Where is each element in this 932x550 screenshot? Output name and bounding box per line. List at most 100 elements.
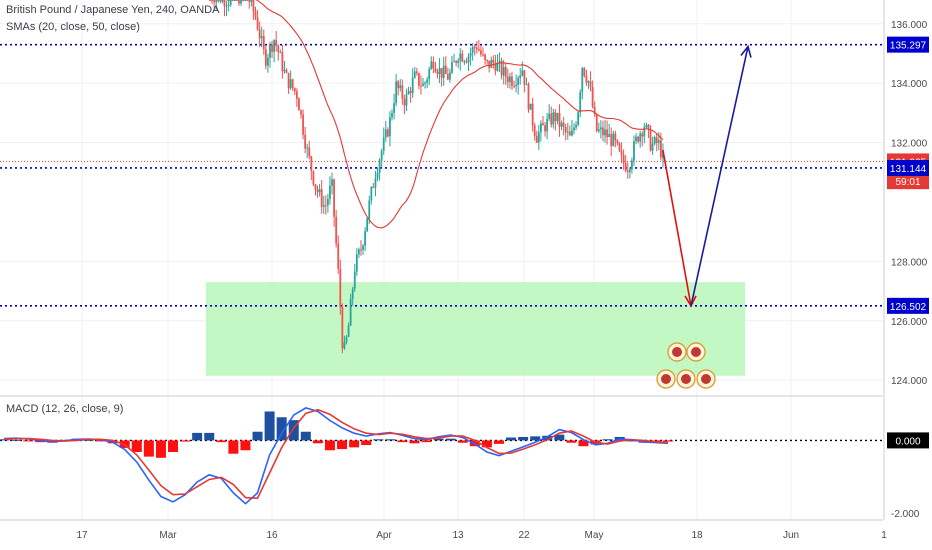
candle-body (492, 59, 495, 63)
candle-body (347, 325, 350, 337)
candle-body (264, 49, 267, 66)
macd-histogram-bar (11, 439, 22, 441)
candle-body (256, 17, 259, 30)
candle-body (308, 147, 311, 157)
candle-body (285, 69, 288, 73)
price-level-label: 126.502 (890, 302, 927, 313)
candle-body (403, 98, 406, 106)
macd-histogram-bar (312, 440, 323, 444)
candle-body (213, 0, 216, 3)
candle-body (231, 0, 234, 1)
candle-body (337, 243, 340, 269)
x-tick-label: 22 (518, 530, 530, 541)
candle-body (252, 0, 255, 12)
macd-histogram-bar (168, 440, 179, 452)
candle-body (436, 71, 439, 75)
candle-body (225, 5, 228, 7)
candle-body (651, 143, 654, 151)
candle-body (473, 46, 476, 48)
candle-body (620, 150, 623, 155)
candle-body (384, 129, 387, 138)
x-tick-label: 18 (691, 530, 703, 541)
candle-body (579, 92, 582, 113)
candle-body (589, 81, 592, 88)
candle-body (389, 117, 391, 137)
candle-body (246, 0, 249, 1)
candle-body (397, 81, 400, 89)
candle-body (233, 0, 236, 1)
macd-histogram-bar (300, 431, 311, 441)
macd-histogram-bar (216, 440, 227, 443)
sma-indicator-label[interactable]: SMAs (20, close, 50, close) (6, 21, 140, 33)
macd-histogram-bar (204, 432, 215, 441)
candle-body (442, 65, 445, 78)
candle-body (349, 298, 352, 326)
candle-body (626, 170, 629, 172)
candle-body (211, 0, 213, 1)
macd-histogram-bar (373, 439, 384, 441)
candle-body (391, 112, 393, 118)
macd-histogram-bar (445, 438, 456, 441)
macd-value-badge (887, 432, 929, 449)
candle-body (490, 59, 493, 68)
candle-body (227, 5, 230, 7)
candle-body (535, 135, 538, 143)
candle-body (581, 67, 584, 93)
macd-histogram-bar (457, 440, 468, 443)
candle-body (329, 185, 331, 199)
candle-body (293, 88, 296, 92)
macd-histogram-bar (180, 440, 191, 442)
macd-histogram-bar (35, 440, 46, 443)
flag-emblem-icon (701, 374, 711, 384)
candle-body (306, 147, 309, 149)
candle-body (459, 53, 462, 61)
macd-histogram-bar (192, 432, 203, 441)
candle-body (430, 61, 433, 69)
y-tick-label: 128.000 (891, 257, 928, 268)
candle-body (440, 68, 443, 78)
candle-body (407, 90, 410, 95)
candle-body (269, 44, 271, 58)
candle-body (242, 0, 244, 1)
candle-body (395, 81, 398, 104)
projection-arrow-down (662, 149, 692, 307)
candle-body (461, 53, 464, 62)
price-level-badge (887, 297, 929, 314)
x-tick-label: 1 (881, 530, 887, 541)
chart-title: British Pound / Japanese Yen, 240, OANDA (6, 4, 220, 16)
candle-body (480, 50, 482, 55)
candle-body (248, 0, 251, 3)
candle-body (583, 67, 586, 76)
candle-body (275, 40, 278, 46)
candle-body (550, 113, 553, 125)
macd-histogram-bar (578, 440, 589, 447)
candle-body (267, 57, 269, 66)
candle-body (304, 134, 307, 149)
candle-body (310, 156, 313, 172)
candle-body (314, 184, 317, 190)
candle-body (453, 61, 455, 63)
macd-histogram-bar (324, 440, 335, 451)
candle-body (519, 75, 522, 79)
candle-body (575, 124, 577, 128)
candle-body (283, 69, 286, 72)
candle-body (434, 68, 437, 72)
candle-body (449, 72, 451, 80)
macd-histogram-bar (252, 431, 263, 441)
macd-indicator-label[interactable]: MACD (12, 26, close, 9) (6, 403, 124, 415)
candle-body (322, 205, 325, 207)
candle-body (486, 60, 489, 62)
candle-body (279, 52, 282, 54)
candle-body (362, 245, 364, 250)
candle-body (597, 129, 600, 132)
candle-body (562, 122, 565, 127)
macd-histogram-bar (493, 440, 504, 444)
candle-body (223, 0, 226, 7)
macd-histogram-bar (397, 440, 408, 443)
candle-body (289, 79, 292, 89)
candle-body (546, 118, 549, 132)
candle-body (320, 189, 323, 207)
candle-body (602, 127, 604, 136)
candle-body (465, 61, 468, 63)
